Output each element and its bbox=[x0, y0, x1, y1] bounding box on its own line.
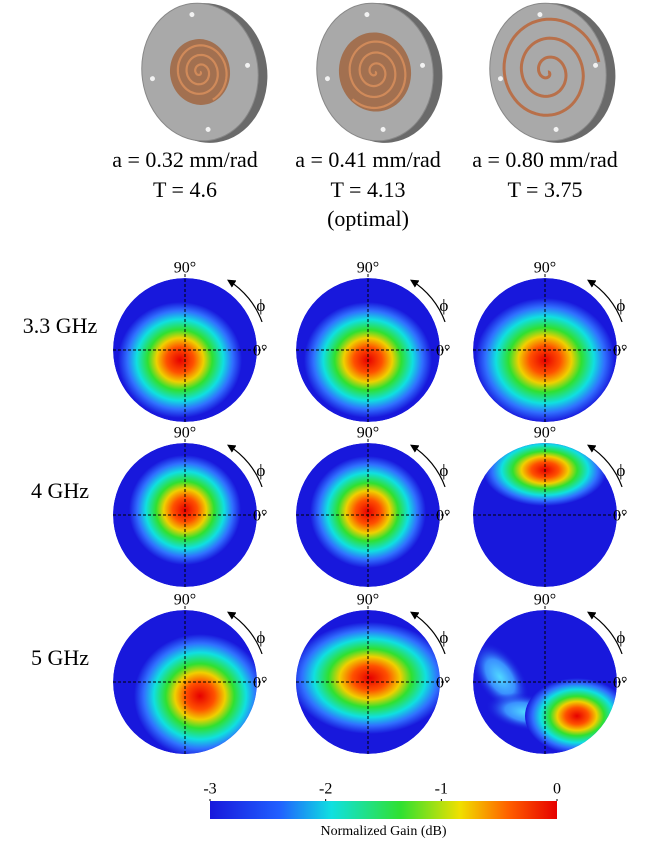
angle-label: 90° bbox=[357, 260, 379, 277]
phi-label: ϕ bbox=[616, 628, 625, 647]
gain-blob bbox=[134, 634, 266, 758]
angle-label: 90° bbox=[174, 260, 196, 277]
angle-label: 0° bbox=[436, 675, 450, 692]
angle-label: 0° bbox=[436, 343, 450, 360]
column-label: a = 0.32 mm/rad bbox=[112, 147, 258, 172]
phi-label: ϕ bbox=[439, 461, 448, 480]
phi-label: ϕ bbox=[616, 461, 625, 480]
angle-label: 90° bbox=[534, 260, 556, 277]
column-note: (optimal) bbox=[327, 206, 409, 231]
antenna-image bbox=[308, 0, 451, 151]
row-label: 3.3 GHz bbox=[23, 313, 98, 338]
phi-label: ϕ bbox=[256, 296, 265, 315]
column-label: a = 0.80 mm/rad bbox=[472, 147, 618, 172]
colorbar-tick-label: -1 bbox=[435, 781, 448, 798]
angle-label: 0° bbox=[253, 508, 267, 525]
colorbar-tick-label: 0 bbox=[553, 781, 561, 798]
row-label: 5 GHz bbox=[31, 645, 89, 670]
column-label: T = 4.6 bbox=[153, 177, 217, 202]
phi-label: ϕ bbox=[256, 628, 265, 647]
angle-label: 90° bbox=[174, 592, 196, 609]
colorbar-label: Normalized Gain (dB) bbox=[321, 824, 447, 839]
colorbar-tick-label: -2 bbox=[319, 781, 332, 798]
antenna-image bbox=[133, 0, 276, 151]
angle-label: 0° bbox=[613, 343, 627, 360]
angle-label: 0° bbox=[613, 508, 627, 525]
antenna-image bbox=[481, 0, 624, 151]
angle-label: 0° bbox=[436, 508, 450, 525]
gain-pattern bbox=[113, 610, 266, 758]
phi-label: ϕ bbox=[616, 296, 625, 315]
angle-label: 90° bbox=[357, 425, 379, 442]
phi-label: ϕ bbox=[439, 296, 448, 315]
angle-label: 0° bbox=[253, 675, 267, 692]
column-label: a = 0.41 mm/rad bbox=[295, 147, 441, 172]
gain-blob bbox=[118, 302, 242, 418]
angle-label: 90° bbox=[174, 425, 196, 442]
colorbar bbox=[210, 801, 557, 819]
gain-blob bbox=[290, 622, 450, 734]
angle-label: 90° bbox=[357, 592, 379, 609]
phi-label: ϕ bbox=[256, 461, 265, 480]
row-label: 4 GHz bbox=[31, 478, 89, 503]
colorbar-tick-label: -3 bbox=[203, 781, 216, 798]
angle-label: 90° bbox=[534, 425, 556, 442]
figure: a = 0.32 mm/rad T = 4.6 a = 0.41 mm/rad T =… bbox=[0, 0, 656, 841]
column-label: T = 3.75 bbox=[508, 177, 583, 202]
angle-label: 90° bbox=[534, 592, 556, 609]
angle-label: 0° bbox=[253, 343, 267, 360]
angle-label: 0° bbox=[613, 675, 627, 692]
phi-label: ϕ bbox=[439, 628, 448, 647]
column-label: T = 4.13 bbox=[331, 177, 406, 202]
